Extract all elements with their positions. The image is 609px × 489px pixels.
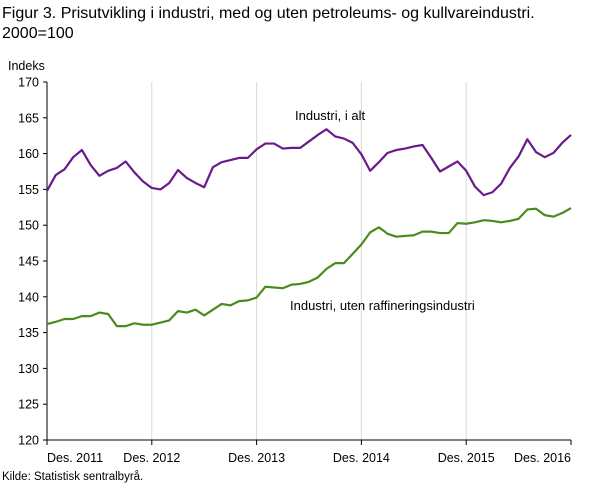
series-label-uten-raffinering: Industri, uten raffineringsindustri [290,298,475,313]
x-tick-label: Des. 2013 [228,451,285,465]
x-tick-label: Des. 2015 [438,451,495,465]
series-line-1 [46,128,572,197]
chart-title: Figur 3. Prisutvikling i industri, med o… [2,5,535,42]
y-axis-label: Indeks [8,59,45,73]
y-tick-label: 135 [18,326,39,340]
y-tick-label: 125 [18,398,39,412]
y-tick-label: 170 [18,76,39,90]
chart-axes [46,82,571,441]
y-tick-label: 150 [18,219,39,233]
series-line-2 [46,207,572,328]
x-tick-label: Des. 2016 [514,451,571,465]
y-tick-label: 155 [18,183,39,197]
x-tick-label: Des. 2014 [333,451,390,465]
x-tick-label: Des. 2011 [47,451,103,465]
data-series [46,128,572,328]
x-axis-ticks: Des. 2011 Des. 2012 Des. 2013 Des. 2014 Des.… [46,440,572,465]
y-tick-label: 145 [18,255,39,269]
vertical-gridlines [151,82,467,440]
x-tick-label: Des. 2012 [123,451,180,465]
y-tick-label: 160 [18,147,39,161]
y-tick-label: 140 [18,290,39,304]
source-note: Kilde: Statistisk sentralbyrå. [2,471,144,483]
y-tick-label: 130 [18,362,39,376]
y-tick-label: 120 [18,434,39,448]
y-tick-label: 165 [18,111,39,125]
y-axis-ticks: 120 125 130 135 140 145 150 155 160 165 170 [18,76,47,448]
series-label-industri-i-alt: Industri, i alt [295,108,365,123]
